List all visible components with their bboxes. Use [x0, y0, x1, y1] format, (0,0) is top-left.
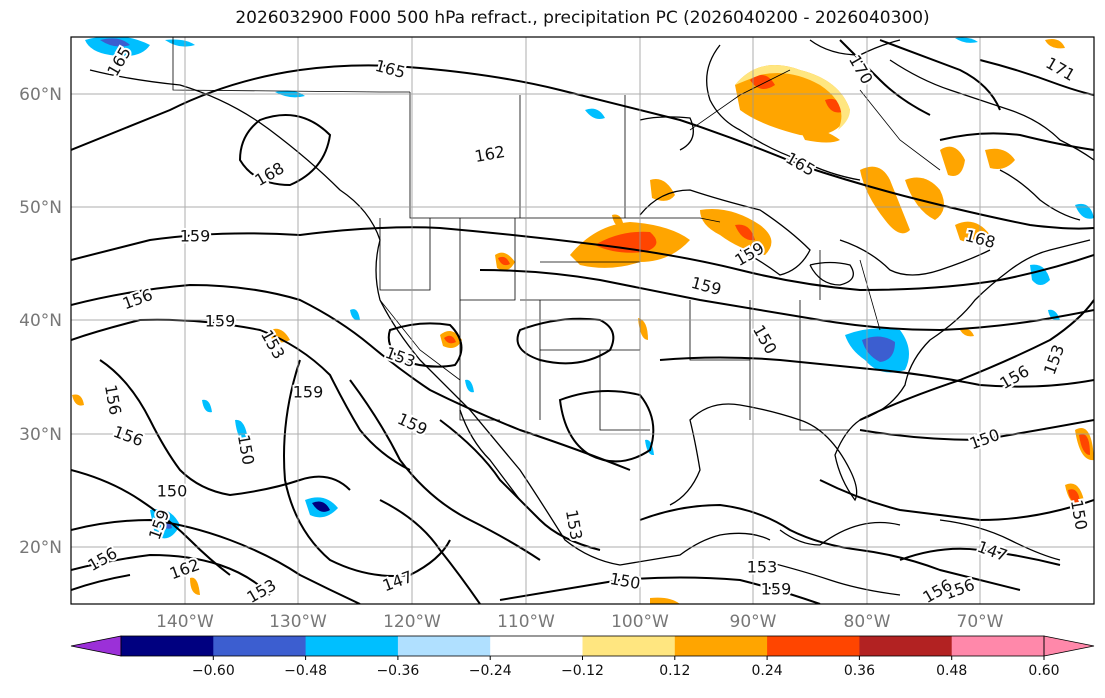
contour-label: 159: [180, 227, 211, 246]
longitude-labels: 140°W 130°W 120°W 110°W 100°W 90°W 80°W …: [156, 612, 1004, 632]
lon-label: 80°W: [844, 612, 891, 632]
lat-label: 30°N: [19, 425, 62, 445]
map-frame: [70, 36, 1095, 605]
contour-label: 150: [157, 482, 188, 501]
refractivity-contours: [71, 39, 1094, 604]
colorbar-tick-label: 0.60: [1028, 663, 1059, 679]
graticule: [71, 37, 1094, 604]
lon-label: 140°W: [156, 612, 214, 632]
colorbar-tick-label: −0.36: [376, 663, 419, 679]
lon-label: 70°W: [957, 612, 1004, 632]
colorbar: −0.60 −0.48 −0.36 −0.24 −0.12 0.12 0.24 0.36 0.4…: [70, 635, 1095, 679]
colorbar-tick-label: 0.48: [936, 663, 967, 679]
colorbar-segment: [121, 636, 214, 656]
map-title: 2026032900 F000 500 hPa refract., precip…: [235, 8, 930, 28]
colorbar-segment: [951, 636, 1045, 656]
colorbar-tick-label: 0.12: [659, 663, 690, 679]
lat-label: 60°N: [19, 85, 62, 105]
colorbar-tick-label: 0.24: [752, 663, 783, 679]
colorbar-segment: [305, 636, 399, 656]
colorbar-segment: [859, 636, 953, 656]
colorbar-segment: [674, 636, 768, 656]
colorbar-segment: [397, 636, 491, 656]
coastlines: [89, 39, 1094, 596]
colorbar-tick-label: 0.36: [844, 663, 875, 679]
colorbar-tick-label: −0.60: [192, 663, 235, 679]
contour-label: 159: [293, 383, 324, 402]
colorbar-segment: [490, 636, 583, 656]
lon-label: 90°W: [730, 612, 777, 632]
lat-label: 50°N: [19, 198, 62, 218]
colorbar-extend-high: [1043, 635, 1095, 657]
contour-label: 159: [761, 580, 792, 599]
lon-label: 130°W: [269, 612, 327, 632]
colorbar-segment: [582, 636, 676, 656]
colorbar-segment: [213, 636, 307, 656]
lon-label: 110°W: [497, 612, 555, 632]
contour-label: 153: [747, 558, 778, 577]
lat-label: 40°N: [19, 311, 62, 331]
colorbar-tick-label: −0.12: [561, 663, 604, 679]
lon-label: 100°W: [611, 612, 669, 632]
colorbar-extend-low: [70, 635, 122, 657]
lon-label: 120°W: [383, 612, 441, 632]
colorbar-tick-label: −0.48: [284, 663, 327, 679]
colorbar-segment: [767, 636, 860, 656]
contour-label: 159: [205, 312, 236, 331]
lat-label: 20°N: [19, 538, 62, 558]
colorbar-tick-label: −0.24: [469, 663, 512, 679]
latitude-labels: 60°N 50°N 40°N 30°N 20°N: [19, 85, 62, 558]
